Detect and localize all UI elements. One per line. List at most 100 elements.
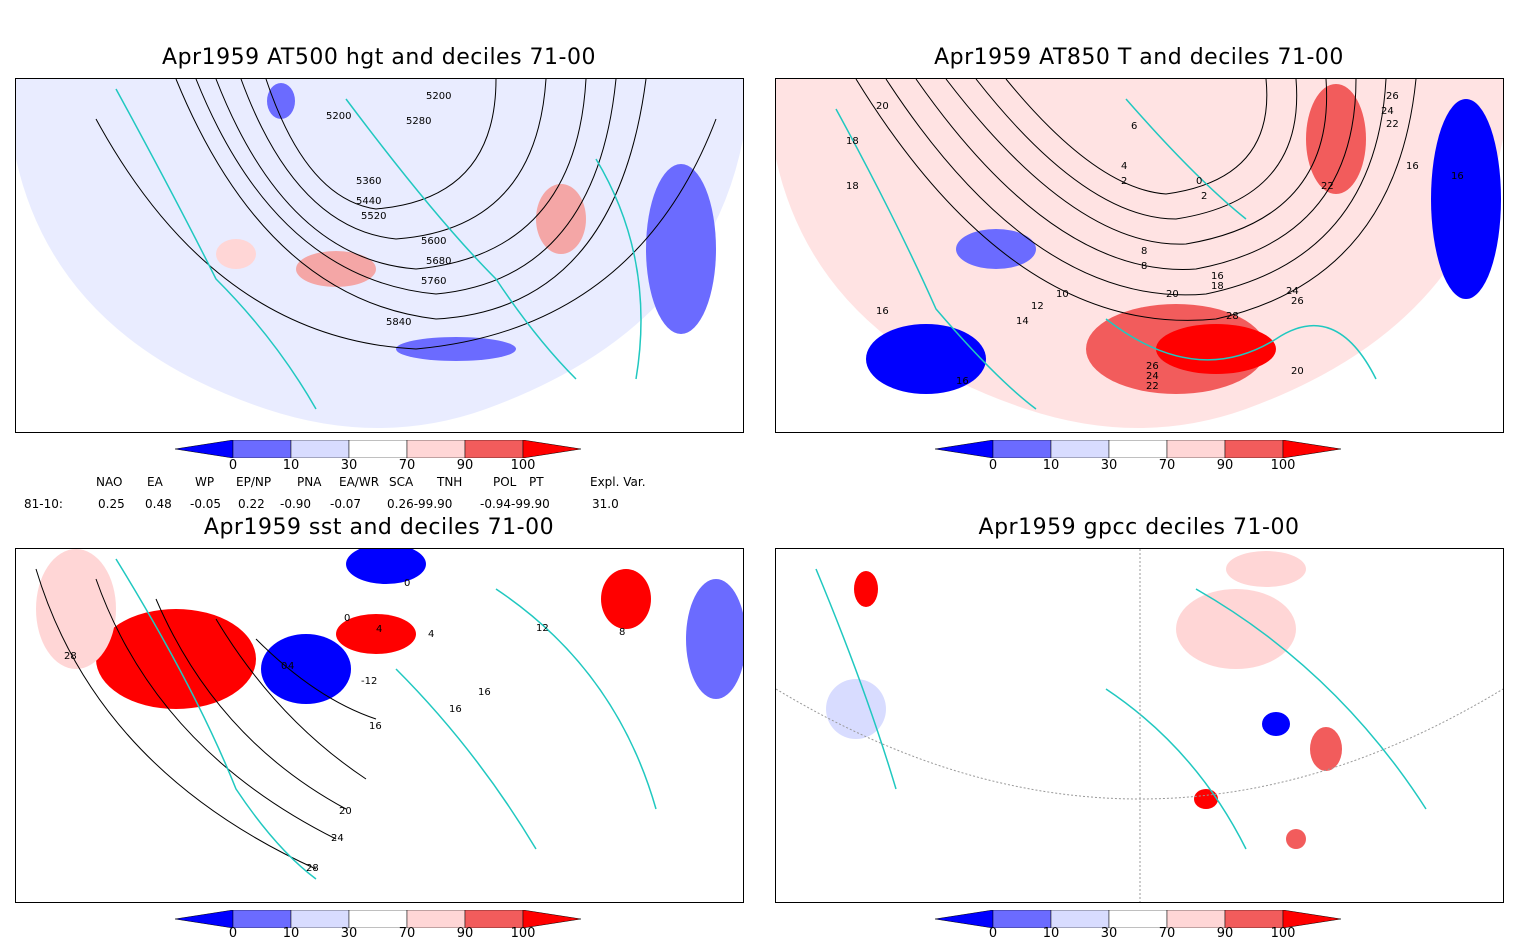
- colorbar-top-right: 0 10 30 70 90 100: [934, 439, 1355, 474]
- anomaly-red: [296, 251, 376, 287]
- map-top-right: 20 18 18 16 16 16 16 26 24 22 22 6 4 2 0…: [775, 78, 1504, 433]
- anomaly-blue: [267, 83, 295, 119]
- contour-label: 20: [339, 806, 352, 817]
- index-header: EA: [147, 475, 163, 489]
- contour-label: 24: [1381, 106, 1394, 117]
- colorbar-label: 100: [1270, 926, 1296, 941]
- colorbar-arrow-low: [174, 909, 234, 929]
- colorbar-label: 0: [228, 926, 238, 941]
- index-header: EA/WR: [339, 475, 380, 489]
- contour-label: 5680: [426, 256, 451, 267]
- colorbar-label: 100: [510, 458, 536, 473]
- contour-label: 5600: [421, 236, 446, 247]
- map-top-right-svg: 20 18 18 16 16 16 16 26 24 22 22 6 4 2 0…: [776, 79, 1503, 428]
- contour-label: 22: [1321, 181, 1334, 192]
- colorbar-seg-5: [1224, 439, 1284, 459]
- contour-label: 24: [331, 833, 344, 844]
- contour-label: 20: [1291, 366, 1304, 377]
- coastlines: [815, 568, 1427, 850]
- anomaly-red-strong: [1156, 324, 1276, 374]
- contour-label: 22: [1386, 119, 1399, 130]
- colorbar-seg-1: [992, 439, 1052, 459]
- contour-label: 26: [1291, 296, 1304, 307]
- colorbar-top-left: 0 10 30 70 90 100: [174, 439, 595, 474]
- index-value: -0.07: [330, 497, 362, 511]
- colorbar-swatches: [934, 909, 1342, 929]
- index-value: -0.05: [190, 497, 222, 511]
- contour-label: 4: [1121, 161, 1127, 172]
- index-value: 0.48: [145, 497, 172, 511]
- contour-label: 4: [376, 624, 382, 635]
- anomaly-blue: [646, 164, 716, 334]
- anomaly-red: [601, 569, 651, 629]
- contour-label: 0: [404, 578, 410, 589]
- colorbar-label: 90: [1216, 458, 1234, 473]
- colorbar-label: 90: [1216, 926, 1234, 941]
- coastlines: [835, 98, 1377, 410]
- contour-label: 24: [1146, 371, 1159, 382]
- precip-anomaly-blobs: [826, 551, 1342, 849]
- contour-label: 5520: [361, 211, 386, 222]
- colorbar-label: 10: [1042, 926, 1060, 941]
- map-bottom-right-svg: [776, 549, 1503, 902]
- index-header: POL: [493, 475, 517, 489]
- index-value: -0.94-99.90: [480, 497, 550, 511]
- contour-label: 28: [64, 651, 77, 662]
- anomaly-red: [216, 239, 256, 269]
- panel-title-bottom-left: Apr1959 sst and deciles 71-00: [203, 515, 555, 540]
- colorbar-label: 0: [988, 926, 998, 941]
- contour-label: 16: [369, 721, 382, 732]
- colorbar-label: 10: [282, 458, 300, 473]
- colorbar-seg-1: [232, 439, 292, 459]
- index-header: PT: [529, 475, 544, 489]
- contour-label: 12: [1031, 301, 1044, 312]
- panel-title-bottom-right: Apr1959 gpcc deciles 71-00: [978, 515, 1300, 540]
- anomaly-red: [1306, 84, 1366, 194]
- index-value: 0.25: [98, 497, 125, 511]
- colorbar-arrow-low: [174, 439, 234, 459]
- contour-label: 20: [876, 101, 889, 112]
- contour-label: 6: [1131, 121, 1137, 132]
- index-header: NAO: [96, 475, 123, 489]
- contour-label: 10: [1056, 289, 1069, 300]
- colorbar-seg-4: [406, 439, 466, 459]
- contour-label: 16: [478, 687, 491, 698]
- contour-label: 12: [536, 623, 549, 634]
- anomaly-blue: [346, 549, 426, 584]
- colorbar-label: 30: [1100, 926, 1118, 941]
- map-bottom-left-svg: 28 0 4 -12 16 20 24 28 0 0 4 4 16 16 12 …: [16, 549, 743, 898]
- colorbar-label: 90: [456, 926, 474, 941]
- contour-label: 5280: [406, 116, 431, 127]
- index-value: 0.22: [238, 497, 265, 511]
- anomaly-blue: [396, 337, 516, 361]
- colorbar-label: 70: [398, 926, 416, 941]
- index-value: 0.26-99.90: [387, 497, 453, 511]
- index-header: SCA: [389, 475, 414, 489]
- colorbar-seg-4: [1166, 439, 1226, 459]
- coastlines: [115, 88, 642, 410]
- colorbar-label: 10: [282, 926, 300, 941]
- map-bottom-left: 28 0 4 -12 16 20 24 28 0 0 4 4 16 16 12 …: [15, 548, 744, 903]
- contour-label: 16: [1211, 271, 1224, 282]
- panel-title-top-right: Apr1959 AT850 T and deciles 71-00: [934, 45, 1344, 70]
- contour-label: 5200: [426, 91, 451, 102]
- colorbar-label: 70: [398, 458, 416, 473]
- colorbar-seg-3: [1108, 439, 1168, 459]
- colorbar-label: 100: [1270, 458, 1296, 473]
- anomaly-blue: [1431, 99, 1501, 299]
- contour-label: 8: [619, 627, 625, 638]
- colorbar-label: 30: [1100, 458, 1118, 473]
- anomaly-red: [336, 614, 416, 654]
- index-header: Expl. Var.: [590, 475, 646, 489]
- panel-title-top-left: Apr1959 AT500 hgt and deciles 71-00: [162, 45, 596, 70]
- coastlines: [115, 558, 657, 880]
- contour-label: 28: [1226, 311, 1239, 322]
- contour-label: 16: [1451, 171, 1464, 182]
- colorbar-label: 70: [1158, 926, 1176, 941]
- contour-label: 0: [281, 661, 287, 672]
- index-header: PNA: [297, 475, 322, 489]
- colorbar-seg-5: [464, 439, 524, 459]
- colorbar-arrow-high: [1282, 439, 1342, 459]
- contour-label: 16: [876, 306, 889, 317]
- anomaly-red: [536, 184, 586, 254]
